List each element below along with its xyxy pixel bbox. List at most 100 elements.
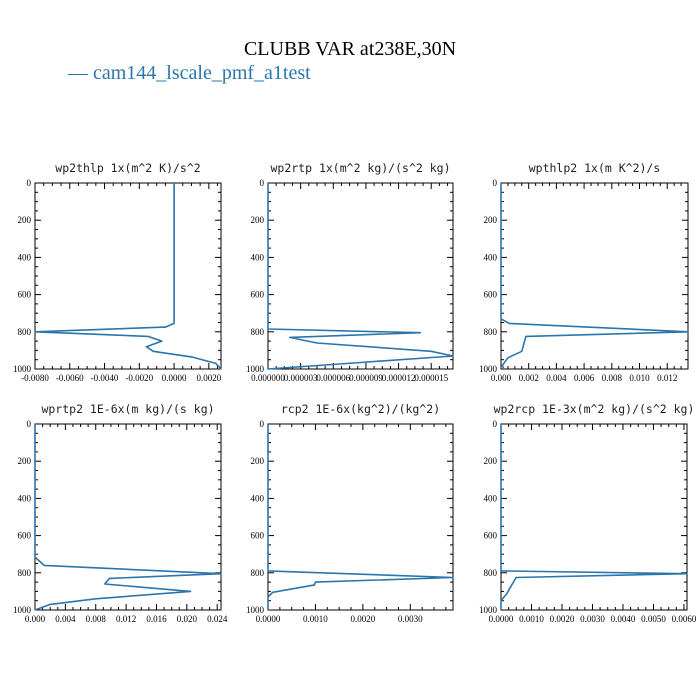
x-tick-label: 0.000000	[251, 373, 285, 383]
panel-title: wp2rcp 1E-3x(m^2 kg)/(s^2 kg)	[494, 402, 695, 416]
y-tick-label: 200	[18, 215, 32, 225]
x-tick-label: 0.0050	[641, 614, 666, 624]
y-tick-label: 200	[251, 215, 265, 225]
panels-group: wp2thlp 1x(m^2 K)/s^202004006008001000-0…	[13, 161, 697, 624]
x-tick-label: 0.000003	[284, 373, 318, 383]
x-tick-label: 0.0000	[489, 614, 514, 624]
x-tick-label: -0.0060	[56, 373, 84, 383]
plot-frame	[34, 182, 222, 370]
series-line	[500, 424, 688, 610]
y-tick-label: 0	[27, 178, 32, 188]
plot-frame	[34, 423, 222, 611]
y-tick-label: 400	[251, 493, 265, 503]
legend-entry: — cam144_lscale_pmf_a1test	[67, 62, 311, 84]
y-tick-label: 1000	[246, 364, 265, 374]
panel-6: wp2rcp 1E-3x(m^2 kg)/(s^2 kg) 0 200 400 600 8…	[479, 402, 697, 624]
x-tick-label: 0.0030	[580, 614, 605, 624]
x-tick-label: 0.004	[546, 373, 567, 383]
y-tick-label: 200	[484, 215, 498, 225]
panel-2: wp2rtp 1x(m^2 kg)/(s^2 kg) 0 200 400 600 800 1…	[246, 161, 454, 383]
y-tick-label: 200	[251, 456, 265, 466]
y-tick-label: 1000	[479, 364, 498, 374]
y-tick-label: 0	[493, 178, 498, 188]
x-tick-label: -0.0020	[125, 373, 153, 383]
y-tick-label: 200	[484, 456, 498, 466]
y-tick-label: 1000	[13, 364, 32, 374]
panel-title: wpthlp2 1x(m K^2)/s	[529, 161, 661, 175]
x-tick-label: 0.016	[146, 614, 167, 624]
series-line	[34, 183, 222, 370]
panel-title: wprtp2 1E-6x(m kg)/(s kg)	[41, 402, 214, 416]
y-tick-label: 800	[484, 568, 498, 578]
x-tick-label: 0.004	[55, 614, 76, 624]
x-tick-label: 0.0040	[611, 614, 636, 624]
y-tick-label: 0	[27, 419, 32, 429]
x-tick-label: 0.0000	[256, 614, 281, 624]
y-tick-label: 600	[251, 531, 265, 541]
y-tick-label: 400	[484, 252, 498, 262]
y-tick-label: 800	[18, 568, 32, 578]
x-tick-label: 0.010	[629, 373, 650, 383]
y-tick-label: 0	[260, 178, 265, 188]
x-tick-label: 0.024	[207, 614, 228, 624]
y-tick-label: 1000	[479, 605, 498, 615]
panel-4: wprtp2 1E-6x(m kg)/(s kg) 0 200 400 600 800 10…	[13, 402, 228, 624]
plot-frame	[267, 423, 454, 611]
y-tick-label: 1000	[13, 605, 32, 615]
x-tick-label: 0.000006	[316, 373, 350, 383]
x-tick-label: 0.012	[116, 614, 136, 624]
y-tick-label: 400	[484, 493, 498, 503]
y-tick-label: 800	[18, 327, 32, 337]
x-tick-label: 0.0060	[672, 614, 697, 624]
y-tick-label: 600	[18, 290, 32, 300]
y-tick-label: 1000	[246, 605, 265, 615]
y-tick-label: 800	[484, 327, 498, 337]
series-line	[267, 183, 454, 370]
y-tick-label: 600	[484, 290, 498, 300]
x-tick-label: 0.000012	[382, 373, 416, 383]
x-tick-label: 0.000	[491, 373, 512, 383]
y-tick-label: 600	[18, 531, 32, 541]
plot-frame	[500, 423, 688, 611]
y-tick-label: 600	[484, 531, 498, 541]
x-tick-label: 0.0020	[550, 614, 575, 624]
y-tick-label: 400	[18, 493, 32, 503]
panel-3: wpthlp2 1x(m K^2)/s020040060080010000.00…	[479, 161, 689, 383]
x-tick-label: 0.0020	[196, 373, 221, 383]
x-tick-label: 0.020	[177, 614, 198, 624]
x-tick-label: 0.006	[574, 373, 595, 383]
x-tick-label: 0.008	[602, 373, 623, 383]
y-tick-label: 600	[251, 290, 265, 300]
y-tick-label: 200	[18, 456, 32, 466]
x-tick-label: 0.0030	[398, 614, 423, 624]
plot-frame	[267, 182, 454, 370]
y-tick-label: 400	[18, 252, 32, 262]
y-tick-label: 0	[493, 419, 498, 429]
y-tick-label: 0	[260, 419, 265, 429]
y-tick-label: 800	[251, 568, 265, 578]
y-tick-label: 400	[251, 252, 265, 262]
x-tick-label: 0.000009	[349, 373, 383, 383]
figure-title: CLUBB VAR at238E,30N	[244, 38, 456, 60]
x-tick-label: 0.0020	[350, 614, 375, 624]
x-tick-label: 0.000	[25, 614, 46, 624]
x-tick-label: 0.0010	[519, 614, 544, 624]
x-tick-label: 0.012	[657, 373, 677, 383]
y-tick-label: 800	[251, 327, 265, 337]
series-line	[500, 183, 689, 370]
x-tick-label: 0.0010	[303, 614, 328, 624]
x-tick-label: 0.002	[519, 373, 539, 383]
series-line	[267, 424, 454, 610]
panel-title: rcp2 1E-6x(kg^2)/(kg^2)	[281, 402, 440, 416]
plot-frame	[500, 182, 689, 370]
x-tick-label: -0.0080	[21, 373, 49, 383]
x-tick-label: 0.008	[86, 614, 107, 624]
series-line	[34, 424, 222, 611]
x-tick-label: -0.0040	[91, 373, 119, 383]
x-tick-label: 0.000015	[414, 373, 448, 383]
panel-title: wp2rtp 1x(m^2 kg)/(s^2 kg)	[270, 161, 450, 175]
panel-5: rcp2 1E-6x(kg^2)/(kg^2) 0 200 400 600 800 1000…	[246, 402, 454, 624]
panel-title: wp2thlp 1x(m^2 K)/s^2	[55, 161, 200, 175]
panel-1: wp2thlp 1x(m^2 K)/s^202004006008001000-0…	[13, 161, 222, 383]
